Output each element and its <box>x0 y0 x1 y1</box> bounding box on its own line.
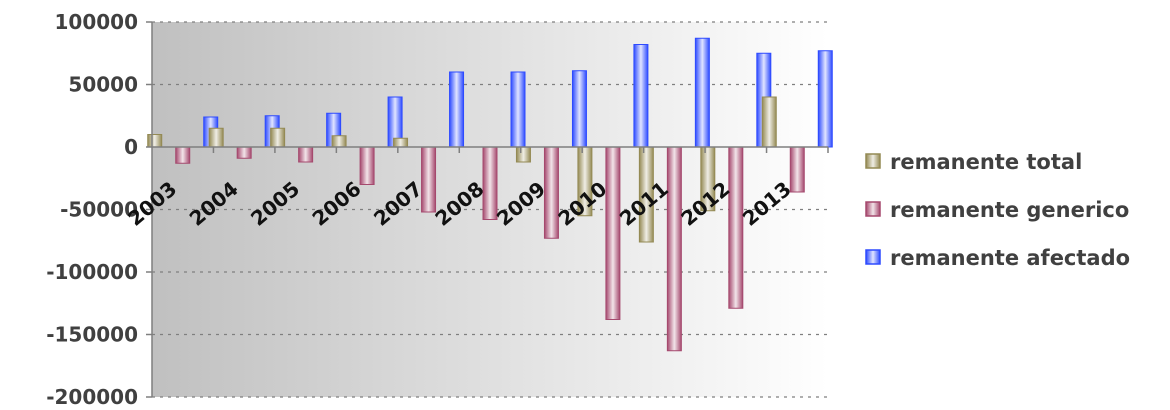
bar-remanente-generico-2003 <box>175 146 191 164</box>
bar-remanente-afectado-2007 <box>449 71 465 148</box>
y-tick-label: -200000 <box>46 385 138 405</box>
bar-remanente-afectado-2011 <box>694 37 710 148</box>
bar-remanente-total-2013 <box>761 96 777 148</box>
y-tick-label: 0 <box>124 135 138 159</box>
legend-swatch <box>865 153 881 169</box>
bar-remanente-generico-2010 <box>605 146 621 320</box>
bar-remanente-total-2004 <box>208 127 224 148</box>
bar-remanente-afectado-2009 <box>571 70 587 148</box>
legend-item: remanente afectado <box>865 246 1130 270</box>
legend-item: remanente total <box>865 150 1082 174</box>
bar-remanente-generico-2004 <box>236 146 252 159</box>
legend-swatch <box>865 201 881 217</box>
bar-remanente-total-2009 <box>515 146 531 163</box>
bar-remanente-generico-2012 <box>728 146 744 309</box>
legend-label: remanente generico <box>890 198 1129 222</box>
bar-remanente-total-2003 <box>147 134 163 148</box>
bar-remanente-afectado-2013 <box>817 50 833 148</box>
bar-remanente-generico-2007 <box>421 146 437 213</box>
bar-remanente-afectado-2010 <box>633 44 649 148</box>
legend-swatch <box>865 249 881 265</box>
legend-item: remanente generico <box>865 198 1129 222</box>
bar-remanente-generico-2005 <box>298 146 314 163</box>
y-tick-label: 50000 <box>68 73 138 97</box>
y-tick-label: -100000 <box>46 260 138 284</box>
bar-remanente-generico-2006 <box>359 146 375 185</box>
bar-remanente-generico-2011 <box>666 146 682 352</box>
y-tick-label: -50000 <box>60 198 138 222</box>
bar-remanente-total-2007 <box>393 137 409 148</box>
y-tick-label: 100000 <box>55 10 139 34</box>
bar-remanente-generico-2013 <box>789 146 805 193</box>
bar-remanente-afectado-2008 <box>510 71 526 148</box>
y-tick-label: -150000 <box>46 323 138 347</box>
bar-remanente-total-2006 <box>331 135 347 148</box>
bar-remanente-total-2005 <box>270 127 286 148</box>
legend-label: remanente afectado <box>890 246 1130 270</box>
legend-label: remanente total <box>890 150 1082 174</box>
